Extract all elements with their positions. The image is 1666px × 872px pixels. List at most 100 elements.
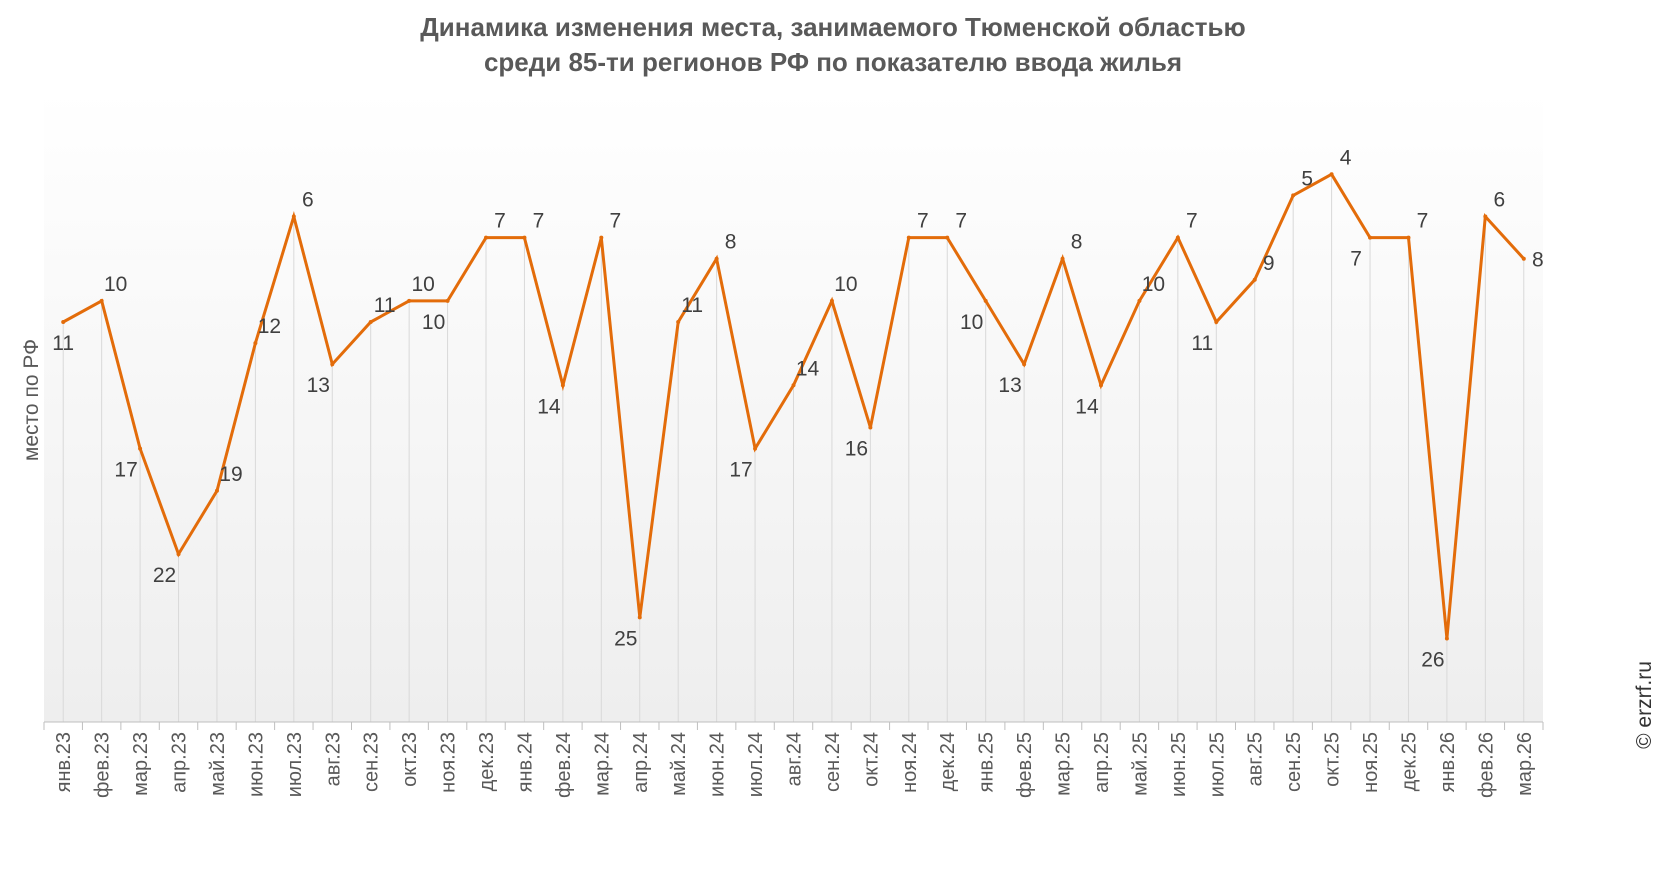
x-tick-label: авг.24: [784, 732, 806, 786]
data-point: [1406, 235, 1411, 240]
data-label: 11: [52, 332, 74, 355]
x-tick-label: окт.23: [399, 732, 421, 787]
data-label: 17: [114, 459, 137, 482]
data-label: 13: [998, 374, 1021, 397]
data-label: 16: [845, 438, 868, 461]
data-point: [676, 320, 681, 324]
data-label: 7: [955, 210, 967, 233]
x-tick-label: июн.23: [245, 732, 267, 797]
data-point: [99, 298, 104, 303]
x-tick-label: окт.24: [860, 732, 882, 787]
data-label: 10: [1142, 273, 1165, 296]
x-tick-label: дек.24: [937, 732, 959, 791]
x-tick-label: май.23: [207, 732, 229, 796]
data-point: [1214, 320, 1219, 324]
x-tick-label: сен.23: [361, 732, 383, 792]
x-tick-label: апр.23: [169, 732, 191, 793]
data-label: 11: [374, 294, 396, 317]
data-point: [1060, 256, 1065, 261]
data-label: 14: [1075, 395, 1099, 418]
data-point: [560, 383, 565, 388]
data-label: 10: [104, 273, 127, 296]
x-tick-label: фев.25: [1014, 732, 1036, 798]
data-point: [983, 298, 988, 303]
x-tick-label: июл.24: [745, 732, 767, 797]
data-point: [868, 425, 873, 430]
x-tick-label: мар.25: [1053, 732, 1075, 796]
data-label: 13: [307, 374, 330, 397]
data-point: [829, 298, 834, 303]
data-point: [599, 235, 604, 240]
data-point: [484, 235, 489, 240]
data-label: 10: [960, 311, 983, 334]
data-point: [61, 320, 66, 324]
data-label: 22: [153, 564, 176, 587]
data-label: 9: [1263, 252, 1275, 275]
x-tick-label: мар.24: [591, 732, 613, 796]
data-point: [445, 298, 450, 303]
x-tick-label: окт.25: [1322, 732, 1344, 787]
data-point: [176, 552, 181, 557]
data-point: [1483, 214, 1488, 219]
data-label: 26: [1421, 649, 1444, 672]
x-tick-label: июн.24: [707, 732, 729, 797]
data-label: 10: [834, 273, 857, 296]
data-label: 12: [258, 315, 281, 338]
data-point: [138, 446, 143, 451]
data-label: 7: [494, 210, 506, 233]
x-tick-label: ноя.25: [1360, 732, 1382, 793]
data-point: [1444, 636, 1449, 641]
data-point: [637, 615, 642, 620]
data-point: [945, 235, 950, 240]
x-tick-label: авг.25: [1245, 732, 1267, 786]
data-label: 14: [537, 395, 561, 418]
x-tick-label: ноя.23: [438, 732, 460, 793]
x-tick-label: фев.26: [1475, 732, 1497, 798]
data-point: [407, 298, 412, 303]
data-label: 11: [681, 294, 703, 317]
x-tick-label: янв.24: [514, 732, 536, 792]
data-point: [1291, 193, 1296, 198]
data-point: [1137, 298, 1142, 303]
data-label: 25: [614, 627, 637, 650]
data-point: [522, 235, 527, 240]
x-tick-label: авг.23: [322, 732, 344, 786]
x-tick-label: июл.23: [284, 732, 306, 797]
data-label: 19: [219, 463, 242, 486]
data-point: [791, 383, 796, 388]
x-tick-label: янв.26: [1437, 732, 1459, 792]
data-point: [253, 341, 258, 346]
chart-title-line2: среди 85-ти регионов РФ по показателю вв…: [483, 47, 1183, 77]
data-point: [1175, 235, 1180, 240]
x-tick-label: май.25: [1129, 732, 1151, 796]
data-point: [368, 320, 373, 324]
x-tick-label: апр.25: [1091, 732, 1113, 793]
data-point: [714, 256, 719, 261]
data-label: 10: [422, 311, 445, 334]
data-label: 11: [1191, 332, 1213, 355]
x-tick-label: мар.26: [1514, 732, 1536, 796]
data-point: [1368, 235, 1373, 240]
data-point: [1521, 256, 1526, 261]
x-tick-label: сен.24: [822, 732, 844, 792]
data-label: 14: [796, 357, 820, 380]
x-tick-label: май.24: [668, 732, 690, 796]
data-point: [906, 235, 911, 240]
data-label: 4: [1340, 146, 1352, 169]
x-tick-label: янв.25: [976, 732, 998, 792]
data-point: [1098, 383, 1103, 388]
data-label: 7: [917, 210, 929, 233]
data-label: 7: [1186, 210, 1198, 233]
x-tick-label: сен.25: [1283, 732, 1305, 792]
x-tick-label: ноя.24: [899, 732, 921, 793]
data-point: [1022, 362, 1027, 367]
data-label: 7: [609, 210, 621, 233]
x-tick-label: мар.23: [130, 732, 152, 796]
x-tick-label: фев.24: [553, 732, 575, 798]
chart-title-line1: Динамика изменения места, занимаемого Тю…: [420, 12, 1246, 42]
data-point: [1329, 172, 1334, 177]
x-tick-label: фев.23: [92, 732, 114, 798]
x-tick-label: янв.23: [53, 732, 75, 792]
data-point: [214, 488, 219, 493]
